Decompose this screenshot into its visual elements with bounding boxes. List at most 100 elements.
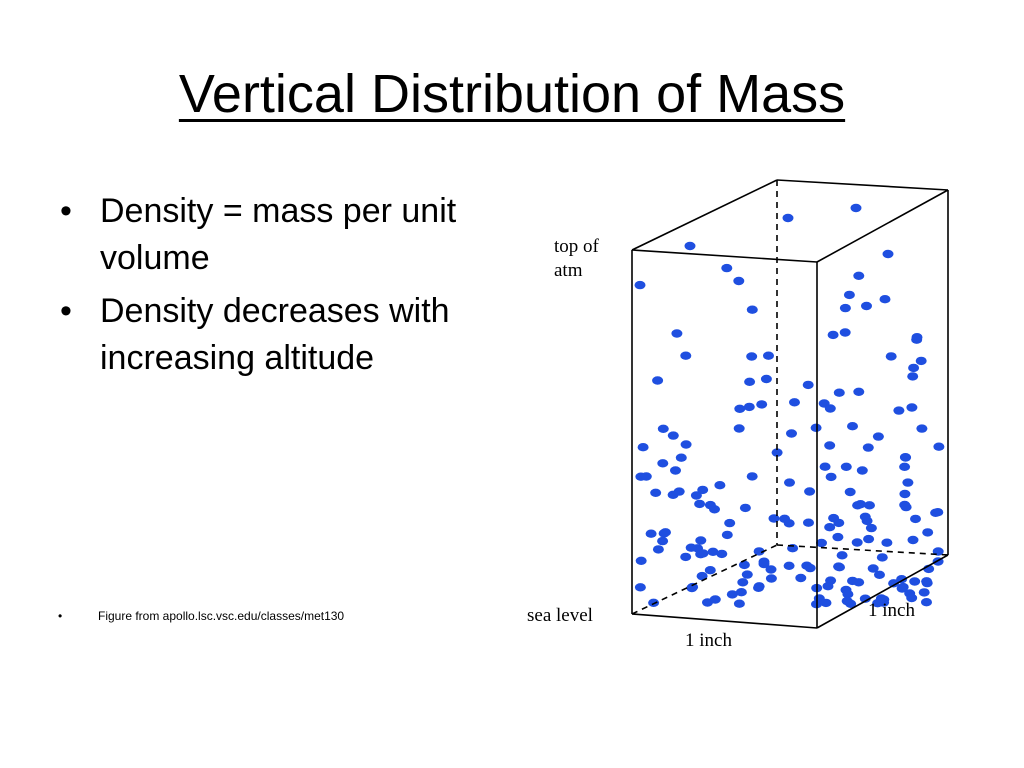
- air-particle: [635, 556, 647, 565]
- air-particle: [721, 530, 733, 540]
- label-width-1-inch: 1 inch: [685, 630, 732, 651]
- air-particle: [786, 429, 797, 438]
- air-particle: [771, 448, 783, 457]
- air-particle: [820, 598, 832, 608]
- air-particle: [753, 547, 765, 556]
- air-particle: [637, 443, 649, 452]
- air-particle: [768, 514, 780, 523]
- bullet-text: Density = mass per unit volume: [100, 192, 457, 277]
- label-top-of-atm-line1: top of: [554, 236, 600, 257]
- air-particle: [753, 582, 765, 591]
- air-particle: [834, 563, 845, 572]
- back-edge-top-right: [776, 179, 949, 191]
- air-particle: [687, 582, 699, 592]
- air-particle: [819, 462, 831, 471]
- air-particle: [930, 508, 942, 517]
- air-particle: [850, 203, 862, 213]
- air-particle: [921, 598, 932, 607]
- air-particle: [744, 377, 756, 386]
- air-particle: [695, 536, 707, 545]
- air-particle: [899, 489, 911, 499]
- air-particle: [906, 593, 918, 603]
- air-particle: [765, 574, 777, 583]
- air-particle: [827, 330, 839, 340]
- air-particle: [680, 351, 692, 360]
- air-particle: [863, 534, 875, 544]
- air-particle: [738, 560, 750, 570]
- air-particle: [896, 575, 908, 584]
- air-particle: [696, 571, 708, 581]
- air-particle: [879, 295, 891, 304]
- air-particle: [918, 588, 930, 597]
- air-particle: [916, 424, 928, 433]
- air-particle: [657, 536, 669, 546]
- source-text: Figure from apollo.lsc.vsc.edu/classes/m…: [98, 609, 345, 623]
- air-particle: [697, 549, 709, 558]
- air-particle: [867, 564, 879, 573]
- air-particle: [864, 501, 875, 510]
- bullet-list: • Density = mass per unit volume • Densi…: [58, 188, 458, 388]
- column-box: [631, 179, 949, 629]
- air-particle: [733, 424, 745, 433]
- air-particle: [851, 538, 863, 547]
- air-particle: [660, 528, 671, 537]
- air-particle: [746, 352, 758, 361]
- air-particle: [833, 518, 845, 528]
- air-particle: [899, 462, 911, 471]
- air-particle: [915, 356, 927, 366]
- air-particle: [709, 595, 721, 604]
- air-particle: [859, 594, 871, 603]
- air-particle: [816, 538, 827, 548]
- air-particle: [657, 424, 669, 433]
- air-particle: [707, 547, 719, 556]
- back-bottom-left-dashed: [631, 544, 778, 615]
- air-particle: [704, 500, 716, 510]
- air-particle: [714, 481, 726, 490]
- air-particle: [680, 552, 692, 562]
- air-particle: [874, 570, 885, 579]
- air-particle: [645, 529, 657, 538]
- air-particle: [652, 376, 664, 385]
- air-particle: [897, 582, 909, 592]
- air-particle: [847, 576, 858, 586]
- air-particle: [900, 453, 912, 462]
- label-top-of-atm-line2: atm: [554, 260, 583, 281]
- air-particle: [648, 598, 660, 607]
- front-top-edge: [631, 249, 818, 263]
- air-particle: [853, 271, 865, 280]
- air-particle: [875, 594, 887, 603]
- air-particle: [739, 503, 751, 513]
- air-particle: [872, 432, 884, 441]
- air-particle: [921, 577, 933, 586]
- air-particle: [909, 577, 921, 586]
- air-particle: [824, 441, 836, 450]
- air-particle: [721, 263, 733, 273]
- air-particle: [856, 466, 868, 475]
- air-particle: [824, 404, 836, 413]
- air-particle: [675, 453, 687, 462]
- bullet-marker: •: [60, 292, 72, 330]
- air-particle: [779, 514, 791, 523]
- air-particle: [763, 351, 774, 360]
- figure-source-note: • Figure from apollo.lsc.vsc.edu/classes/…: [58, 608, 344, 624]
- air-particle: [783, 561, 795, 570]
- air-particle: [634, 280, 646, 290]
- air-particle: [861, 301, 872, 311]
- air-particle: [684, 241, 696, 251]
- air-particle: [922, 528, 934, 537]
- back-bottom-right-dashed: [776, 544, 949, 556]
- air-particle: [733, 599, 745, 608]
- air-particle: [737, 578, 749, 587]
- air-particle: [852, 501, 864, 510]
- air-particle: [697, 485, 709, 495]
- air-particle: [839, 328, 851, 337]
- air-particle: [832, 532, 844, 542]
- air-particle: [907, 535, 919, 545]
- air-particle: [734, 404, 746, 413]
- slide-title-text: Vertical Distribution of Mass: [178, 64, 846, 124]
- slide-title: Vertical Distribution of Mass: [0, 62, 1024, 126]
- air-particle: [803, 518, 814, 527]
- air-particle: [902, 478, 914, 487]
- air-particle: [900, 502, 912, 512]
- bullet-text: Density decreases with increasing altitu…: [100, 292, 450, 377]
